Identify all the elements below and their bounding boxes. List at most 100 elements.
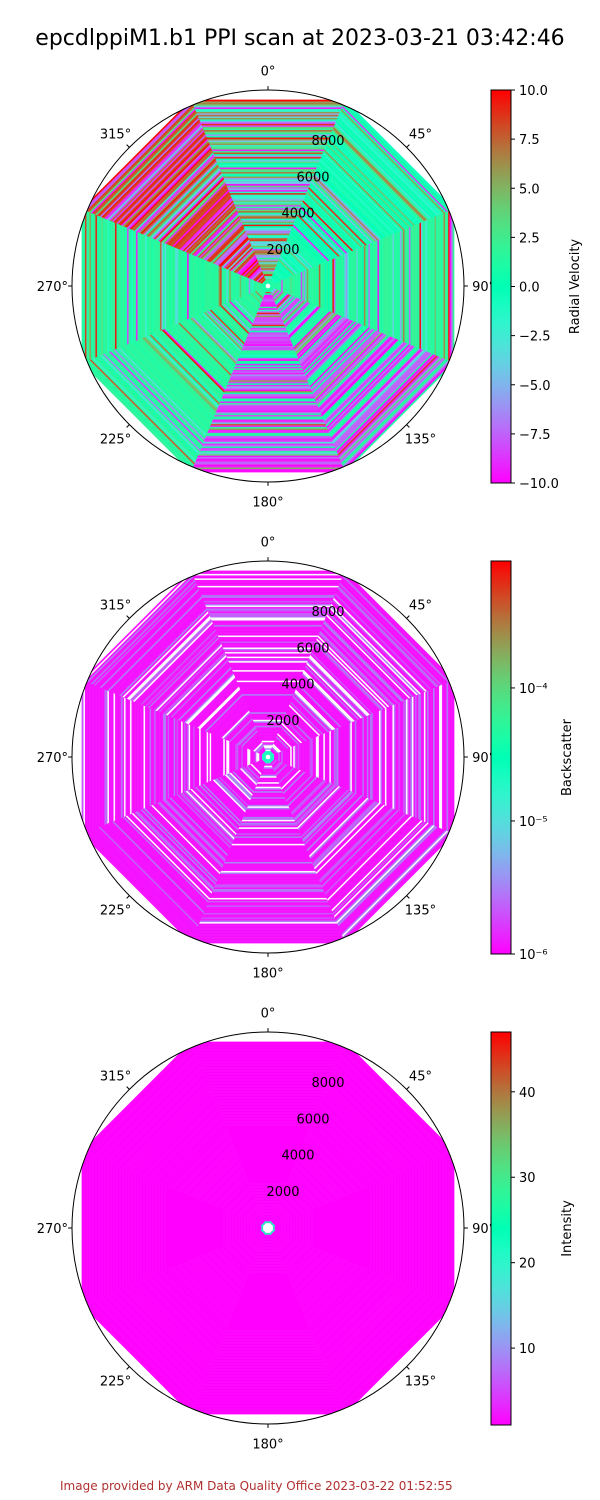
ppi-band	[226, 656, 310, 659]
ppi-band	[262, 768, 274, 771]
ppi-band	[231, 198, 305, 201]
ppi-band	[107, 690, 109, 824]
footer-credit: Image provided by ARM Data Quality Offic…	[60, 1479, 453, 1493]
ppi-band	[241, 1164, 295, 1167]
angle-tick-mark	[126, 144, 130, 148]
ppi-band	[317, 735, 320, 779]
range-tick-label: 4000	[281, 678, 314, 693]
ppi-band	[99, 687, 102, 827]
ppi-band	[226, 657, 310, 660]
ppi-band	[235, 1304, 301, 1307]
ppi-band	[324, 1203, 327, 1253]
ppi-band	[192, 466, 344, 468]
ppi-band	[375, 1182, 378, 1274]
ppi-band	[228, 849, 308, 852]
ppi-band	[371, 713, 374, 801]
ppi-band	[247, 1274, 289, 1277]
ppi-band	[258, 1224, 261, 1232]
ppi-band	[168, 715, 171, 799]
ppi-band	[228, 1133, 308, 1136]
range-tick-label: 8000	[311, 1076, 344, 1091]
ppi-band	[231, 1314, 305, 1317]
ppi-band	[185, 722, 188, 792]
ppi-band	[242, 746, 245, 768]
ppi-band	[150, 237, 153, 335]
ppi-band	[256, 311, 280, 314]
ppi-band	[96, 214, 99, 358]
ppi-band	[167, 1186, 170, 1270]
ppi-band	[199, 920, 337, 923]
ppi-band	[196, 114, 340, 117]
ppi-band	[425, 219, 428, 353]
ppi-band	[259, 303, 277, 306]
ppi-band	[224, 389, 312, 392]
ppi-band	[430, 688, 432, 826]
ppi-band	[384, 236, 387, 336]
ppi-band	[123, 226, 126, 346]
ppi-band	[131, 229, 134, 343]
ppi-band	[241, 348, 295, 351]
ppi-band	[405, 698, 408, 816]
ppi-band	[212, 623, 324, 626]
ppi-band	[108, 1161, 111, 1295]
ppi-band	[232, 672, 304, 675]
ppi-band	[250, 324, 286, 327]
ppi-band	[378, 239, 381, 333]
ppi-band	[398, 702, 401, 812]
ppi-band	[285, 277, 288, 295]
ppi-band	[141, 1175, 144, 1281]
ppi-band	[223, 390, 313, 393]
ppi-band	[138, 703, 141, 811]
ppi-band	[423, 691, 426, 823]
ppi-band	[146, 706, 149, 808]
ppi-band	[195, 929, 341, 932]
ppi-band	[210, 1089, 326, 1092]
ppi-band	[258, 306, 278, 309]
figure-title: epcdlppiM1.b1 PPI scan at 2023-03-21 03:…	[35, 26, 565, 51]
ppi-band	[170, 1187, 173, 1269]
ppi-band	[335, 257, 338, 315]
ppi-band	[191, 940, 345, 942]
ppi-band	[227, 189, 309, 192]
ppi-band	[255, 257, 281, 260]
ppi-band	[229, 848, 307, 851]
ppi-band	[239, 744, 242, 770]
ppi-band	[263, 765, 273, 768]
ppi-band	[132, 229, 135, 343]
colorbar-label: Radial Velocity	[568, 239, 583, 335]
ppi-band	[191, 725, 194, 789]
ppi-band	[345, 723, 348, 791]
ppi-band	[126, 1169, 129, 1287]
ppi-band	[305, 269, 308, 303]
ppi-band	[226, 383, 310, 386]
near-field-core	[263, 1223, 268, 1228]
ppi-band	[143, 1176, 146, 1280]
colorbar-tick-label: 10.0	[519, 84, 548, 99]
ppi-band	[177, 248, 180, 324]
ppi-band	[158, 711, 161, 803]
ppi-band	[413, 695, 416, 819]
ppi-band	[428, 689, 431, 825]
ppi-band	[257, 1203, 279, 1206]
ppi-band	[222, 863, 314, 866]
ppi-band	[208, 143, 328, 146]
ppi-band	[232, 840, 304, 843]
ppi-band	[395, 232, 398, 340]
range-tick-label: 6000	[296, 170, 329, 185]
ppi-band	[232, 671, 304, 674]
ppi-band	[208, 1085, 328, 1088]
ppi-band	[193, 464, 343, 467]
ppi-band	[98, 1157, 100, 1299]
ppi-band	[448, 1152, 450, 1304]
ppi-band	[222, 392, 314, 395]
ppi-band	[353, 249, 356, 323]
ppi-band	[260, 1244, 276, 1247]
ppi-band	[211, 621, 325, 624]
ppi-band	[389, 705, 392, 809]
ppi-band	[207, 1202, 210, 1254]
ppi-band	[226, 1325, 310, 1328]
angle-tick-label: 135°	[405, 903, 436, 918]
ppi-band	[211, 149, 325, 152]
ppi-band	[234, 834, 302, 837]
ppi-band	[293, 274, 296, 298]
